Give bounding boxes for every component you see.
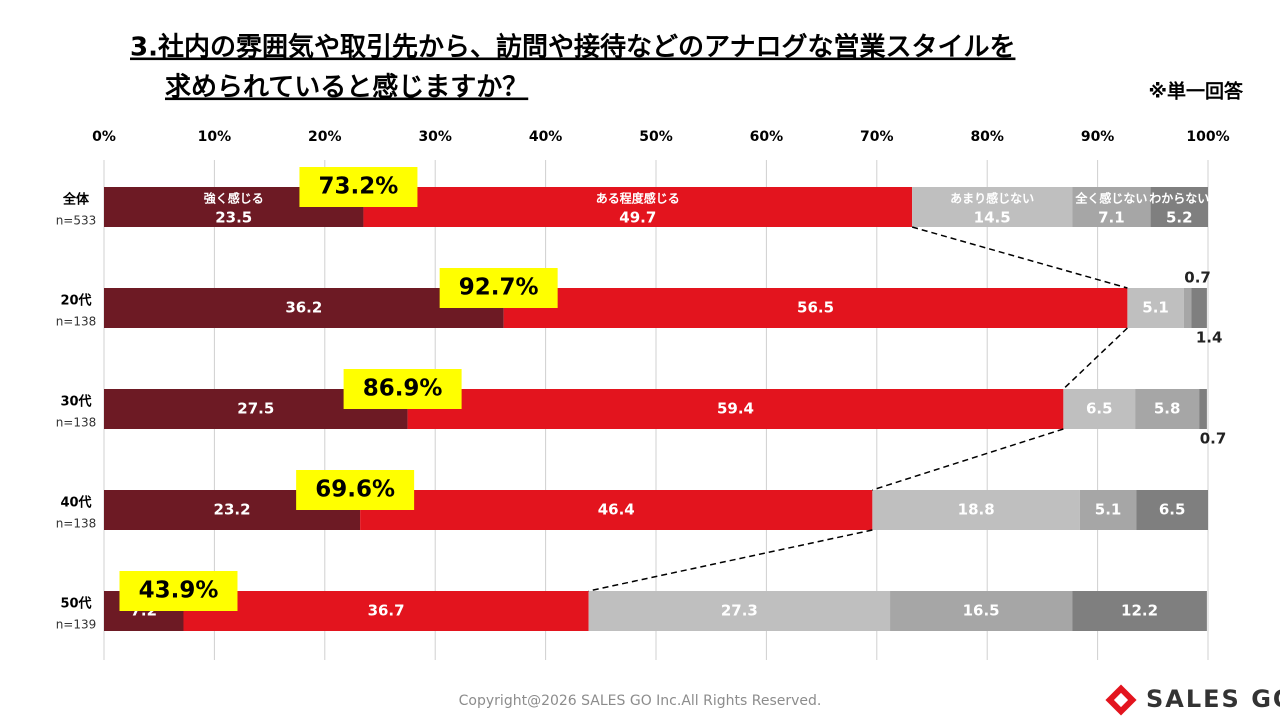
logo-icon	[1113, 692, 1129, 708]
x-tick-label: 10%	[198, 129, 232, 145]
x-tick-label: 50%	[639, 129, 673, 145]
total-label: 86.9%	[363, 376, 443, 402]
value-label: 46.4	[598, 501, 635, 519]
bar-segment	[363, 187, 913, 227]
category-label: 50代	[60, 596, 91, 612]
total-label: 69.6%	[315, 477, 395, 503]
total-label: 92.7%	[459, 275, 539, 301]
value-label: 27.5	[237, 400, 274, 418]
connector	[1062, 327, 1128, 390]
category-label: 20代	[60, 293, 91, 309]
bar-segment	[1127, 288, 1184, 328]
x-tick-label: 90%	[1081, 129, 1115, 145]
sample-size: n=138	[56, 517, 97, 531]
value-label: 6.5	[1159, 501, 1186, 519]
x-tick-label: 60%	[750, 129, 784, 145]
bar-segment	[1136, 490, 1208, 530]
value-label: 5.1	[1142, 299, 1169, 317]
connector	[588, 529, 873, 592]
value-label: 12.2	[1121, 602, 1158, 620]
value-label: 18.8	[958, 501, 995, 519]
category-label: 全体	[62, 192, 90, 208]
value-label: 49.7	[619, 209, 656, 227]
bar-segment	[588, 591, 891, 631]
value-label: 1.4	[1196, 329, 1223, 347]
category-label: 30代	[60, 394, 91, 410]
value-label: 23.5	[215, 209, 252, 227]
category-label: 40代	[60, 495, 91, 511]
bar-segment	[183, 591, 589, 631]
total-label: 73.2%	[319, 174, 399, 200]
x-tick-label: 0%	[92, 129, 116, 145]
bar-segment	[1072, 187, 1151, 227]
value-label: 16.5	[963, 602, 1000, 620]
bar-segment	[1150, 187, 1208, 227]
value-label: 36.7	[368, 602, 405, 620]
value-label: 27.3	[721, 602, 758, 620]
bar-segment	[1183, 288, 1192, 328]
total-highlight	[296, 470, 415, 510]
total-label: 43.9%	[139, 578, 219, 604]
series-label: わからない	[1149, 192, 1209, 206]
value-label: 6.5	[1086, 400, 1113, 418]
note: ※単一回答	[1149, 80, 1244, 103]
sample-size: n=533	[56, 214, 97, 228]
sample-size: n=139	[56, 618, 97, 632]
bar-segment	[912, 187, 1073, 227]
bar-segment	[360, 490, 873, 530]
series-label: 全く感じない	[1074, 191, 1147, 206]
bar-segment	[503, 288, 1128, 328]
chart-title: 3.社内の雰囲気や取引先から、訪問や接待などのアナログな営業スタイルを	[130, 32, 1015, 63]
total-highlight	[439, 268, 558, 308]
total-highlight	[119, 571, 238, 611]
bar-segment	[104, 288, 504, 328]
bar-segment	[1072, 591, 1207, 631]
bar-segment	[1063, 389, 1136, 429]
sample-size: n=138	[56, 416, 97, 430]
total-highlight	[299, 167, 418, 207]
value-label: 36.2	[285, 299, 322, 317]
bar-segment	[1191, 288, 1207, 328]
value-label: 23.2	[214, 501, 251, 519]
connector	[872, 428, 1064, 491]
x-tick-label: 30%	[418, 129, 452, 145]
bar-segment	[1199, 389, 1207, 429]
value-label: 5.1	[1095, 501, 1122, 519]
bar-segment	[872, 490, 1080, 530]
bar-segment	[407, 389, 1064, 429]
value-label: 14.5	[974, 209, 1011, 227]
logo-text: SALES GO	[1146, 685, 1280, 713]
bar-segment	[1135, 389, 1200, 429]
value-label: 0.7	[1200, 430, 1227, 448]
logo: SALES GO	[1105, 684, 1280, 716]
chart-title: 求められていると感じますか？	[165, 73, 528, 103]
x-tick-label: 20%	[308, 129, 342, 145]
connector	[911, 226, 1128, 289]
series-label: 強く感じる	[204, 191, 264, 206]
value-label: 5.8	[1154, 400, 1181, 418]
bar-segment	[1079, 490, 1137, 530]
x-tick-label: 70%	[860, 129, 894, 145]
series-label: ある程度感じる	[596, 191, 680, 206]
bar-segment	[890, 591, 1073, 631]
value-label: 56.5	[797, 299, 834, 317]
value-label: 59.4	[717, 400, 754, 418]
value-label: 7.1	[1098, 209, 1125, 227]
value-label: 5.2	[1166, 209, 1193, 227]
x-tick-label: 100%	[1186, 129, 1229, 145]
x-tick-label: 40%	[529, 129, 563, 145]
series-label: あまり感じない	[950, 191, 1034, 206]
copyright: Copyright@2026 SALES GO Inc.All Rights R…	[459, 693, 822, 709]
total-highlight	[343, 369, 462, 409]
x-tick-label: 80%	[970, 129, 1004, 145]
sample-size: n=138	[56, 315, 97, 329]
value-label: 0.7	[1184, 269, 1211, 287]
